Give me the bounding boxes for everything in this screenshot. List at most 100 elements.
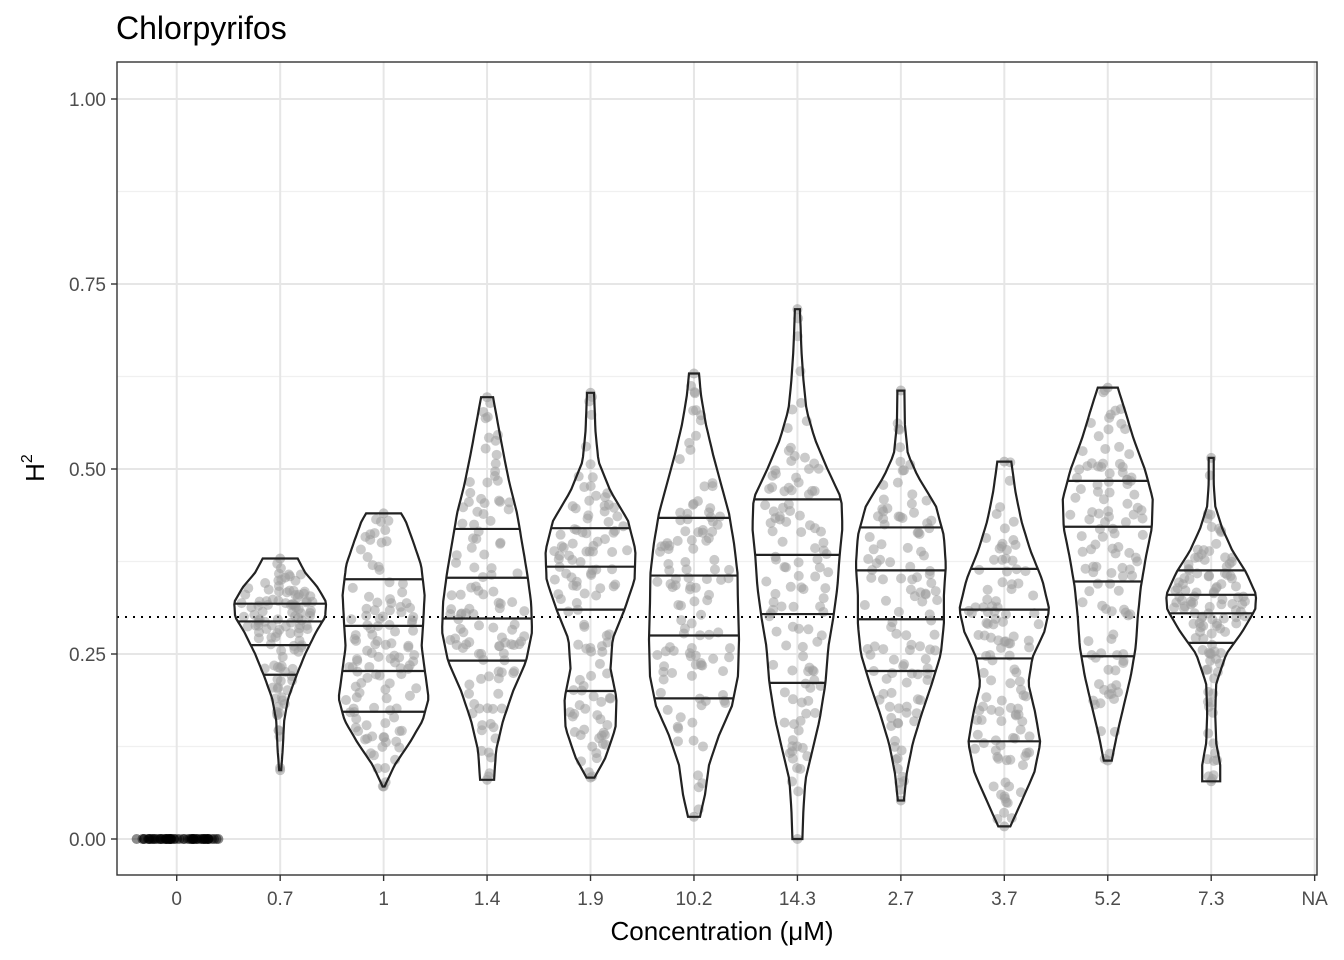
point-2-66 (404, 690, 415, 701)
point-0-15 (149, 834, 160, 844)
point-5-91 (686, 643, 697, 654)
point-5-35 (652, 650, 663, 661)
point-3-28 (478, 509, 489, 520)
point-2-111 (377, 611, 388, 622)
point-7-72 (914, 529, 925, 540)
point-6-95 (793, 557, 804, 568)
point-9-56 (1077, 597, 1088, 608)
point-8-109 (989, 554, 1000, 565)
point-10-79 (1218, 613, 1229, 624)
violin-6 (751, 308, 844, 841)
point-9-11 (1114, 441, 1125, 452)
point-7-81 (878, 688, 889, 699)
point-7-53 (892, 477, 903, 488)
point-2-41 (376, 537, 387, 548)
point-3-112 (464, 688, 475, 699)
point-7-56 (916, 546, 927, 557)
point-10-66 (1202, 754, 1213, 765)
point-7-24 (884, 701, 895, 712)
point-6-28 (787, 694, 798, 705)
point-4-89 (612, 511, 623, 522)
point-4-113 (618, 521, 629, 532)
point-3-91 (508, 640, 519, 651)
point-10-8 (1206, 628, 1217, 639)
y-axis-title: H2 (19, 454, 50, 482)
point-1-94 (283, 569, 294, 580)
point-3-11 (455, 589, 466, 600)
point-9-79 (1099, 517, 1110, 528)
point-10-59 (1191, 587, 1202, 598)
point-0-22 (191, 834, 202, 844)
point-0-23 (160, 834, 171, 844)
point-3-100 (494, 641, 505, 652)
point-8-97 (988, 781, 999, 792)
point-2-107 (407, 615, 418, 626)
point-8-78 (1009, 664, 1020, 675)
point-1-65 (272, 614, 283, 625)
point-4-112 (574, 674, 585, 685)
point-0-48 (179, 834, 190, 844)
point-7-51 (881, 673, 892, 684)
point-3-13 (490, 458, 501, 469)
point-1-102 (301, 620, 312, 631)
point-7-108 (895, 442, 906, 453)
point-3-68 (464, 679, 475, 690)
point-5-90 (697, 525, 708, 536)
point-2-30 (368, 750, 379, 761)
point-3-101 (477, 720, 488, 731)
point-0-3 (213, 834, 224, 844)
point-3-92 (455, 623, 466, 634)
point-9-112 (1130, 552, 1141, 563)
point-9-66 (1077, 446, 1088, 457)
point-8-114 (1006, 584, 1017, 595)
point-6-7 (782, 423, 793, 434)
point-7-102 (920, 654, 931, 665)
point-6-1 (810, 707, 821, 718)
point-4-69 (556, 541, 567, 552)
point-7-36 (863, 554, 874, 565)
y-tick-label-1: 0.25 (69, 645, 106, 666)
point-3-67 (465, 487, 476, 498)
point-4-52 (585, 481, 596, 492)
point-5-49 (708, 653, 719, 664)
point-2-90 (380, 718, 391, 729)
point-0-28 (164, 834, 175, 844)
point-9-23 (1075, 484, 1086, 495)
point-2-44 (396, 607, 407, 618)
point-4-22 (591, 490, 602, 501)
point-9-60 (1132, 502, 1143, 513)
point-6-90 (823, 567, 834, 578)
point-0-2 (182, 834, 193, 844)
point-2-92 (380, 684, 391, 695)
point-10-64 (1204, 470, 1215, 481)
point-8-32 (996, 716, 1007, 727)
point-9-106 (1129, 489, 1140, 500)
point-8-101 (994, 706, 1005, 717)
point-1-101 (305, 610, 316, 621)
point-2-46 (369, 605, 380, 616)
chart-title: Chlorpyrifos (116, 10, 287, 46)
point-9-76 (1077, 546, 1088, 557)
point-5-97 (697, 778, 708, 789)
point-4-27 (588, 691, 599, 702)
point-9-27 (1065, 509, 1076, 520)
point-7-61 (909, 507, 920, 518)
point-0-47 (139, 834, 150, 844)
point-0-49 (137, 834, 148, 844)
point-7-98 (875, 554, 886, 565)
point-8-95 (1005, 702, 1016, 713)
point-5-71 (688, 543, 699, 554)
point-6-21 (779, 717, 790, 728)
y-tick-label-3: 0.75 (69, 275, 106, 296)
point-8-84 (976, 715, 987, 726)
point-1-81 (298, 588, 309, 599)
point-4-72 (599, 534, 610, 545)
point-2-71 (344, 662, 355, 673)
point-6-2 (810, 571, 821, 582)
point-0-41 (203, 834, 214, 844)
point-7-13 (878, 644, 889, 655)
point-4-55 (567, 538, 578, 549)
point-9-86 (1109, 528, 1120, 539)
point-5-20 (724, 652, 735, 663)
point-3-110 (469, 562, 480, 573)
